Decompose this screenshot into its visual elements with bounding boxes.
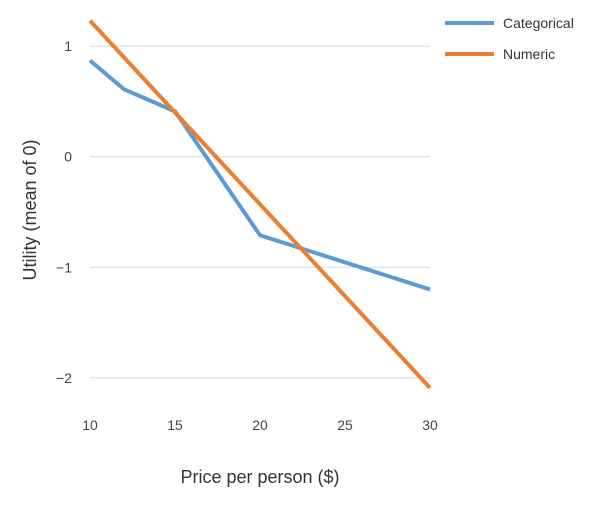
x-tick-label: 20	[252, 417, 268, 433]
y-tick-label: 0	[64, 149, 72, 165]
legend-label: Numeric	[503, 46, 555, 62]
x-axis-label: Price per person ($)	[180, 467, 339, 487]
y-axis-label: Utility (mean of 0)	[20, 139, 40, 280]
y-tick-label: 1	[64, 38, 72, 54]
y-tick-label: −1	[56, 259, 72, 275]
y-tick-label: −2	[56, 370, 72, 386]
x-tick-label: 30	[422, 417, 438, 433]
x-tick-label: 25	[337, 417, 353, 433]
legend-label: Categorical	[503, 15, 574, 31]
series-line-numeric	[88, 19, 432, 390]
x-tick-label: 10	[82, 417, 98, 433]
series-line-categorical	[88, 58, 431, 292]
x-tick-label: 15	[167, 417, 183, 433]
